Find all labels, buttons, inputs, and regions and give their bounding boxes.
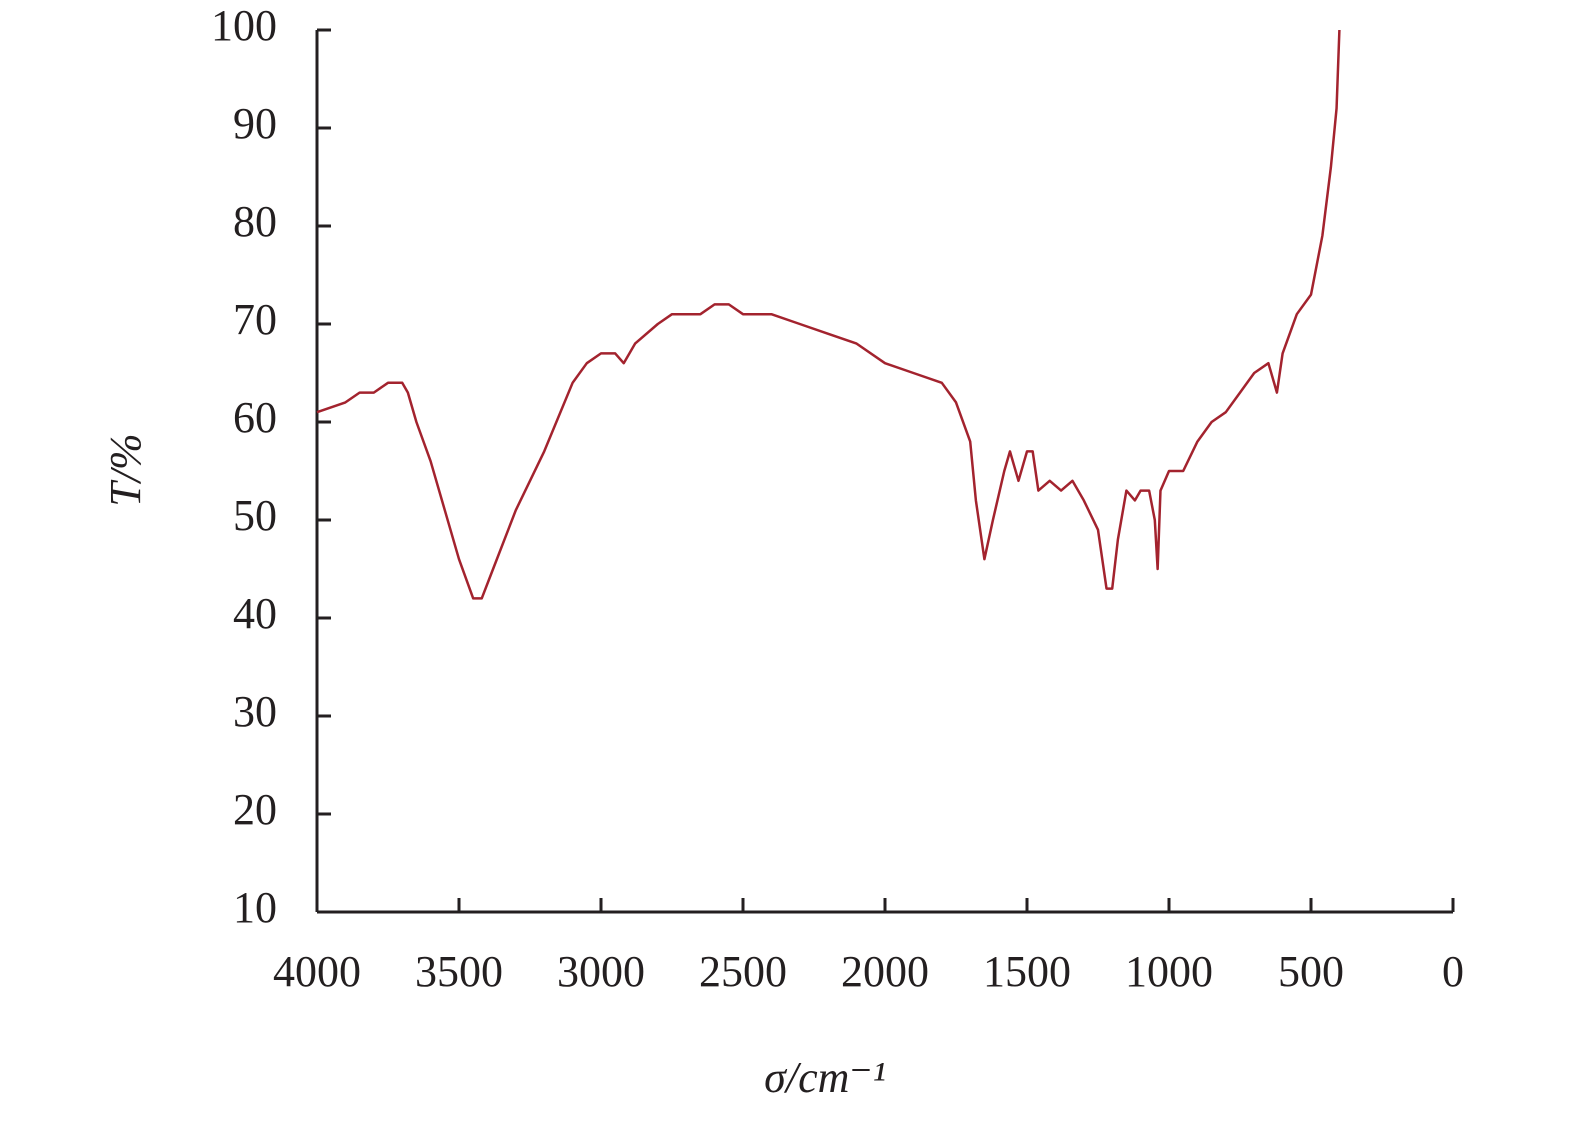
x-tick-label: 2500 — [699, 947, 787, 996]
x-tick-label: 1000 — [1125, 947, 1213, 996]
x-tick-label: 4000 — [273, 947, 361, 996]
x-tick-label: 500 — [1278, 947, 1344, 996]
x-tick-label: 2000 — [841, 947, 929, 996]
y-tick-label: 50 — [233, 491, 277, 540]
y-axis-label: T/% — [101, 433, 150, 506]
x-tick-label: 3000 — [557, 947, 645, 996]
y-tick-label: 60 — [233, 393, 277, 442]
y-tick-label: 70 — [233, 295, 277, 344]
y-tick-label: 10 — [233, 883, 277, 932]
x-tick-label: 3500 — [415, 947, 503, 996]
y-tick-label: 100 — [211, 1, 277, 50]
y-tick-label: 40 — [233, 589, 277, 638]
x-tick-label: 1500 — [983, 947, 1071, 996]
y-tick-label: 90 — [233, 99, 277, 148]
x-tick-label: 0 — [1442, 947, 1464, 996]
y-tick-label: 30 — [233, 687, 277, 736]
y-tick-label: 80 — [233, 197, 277, 246]
x-axis-label: σ/cm⁻¹ — [764, 1053, 886, 1102]
spectrum-line — [316, 29, 1341, 600]
y-tick-label: 20 — [233, 785, 277, 834]
